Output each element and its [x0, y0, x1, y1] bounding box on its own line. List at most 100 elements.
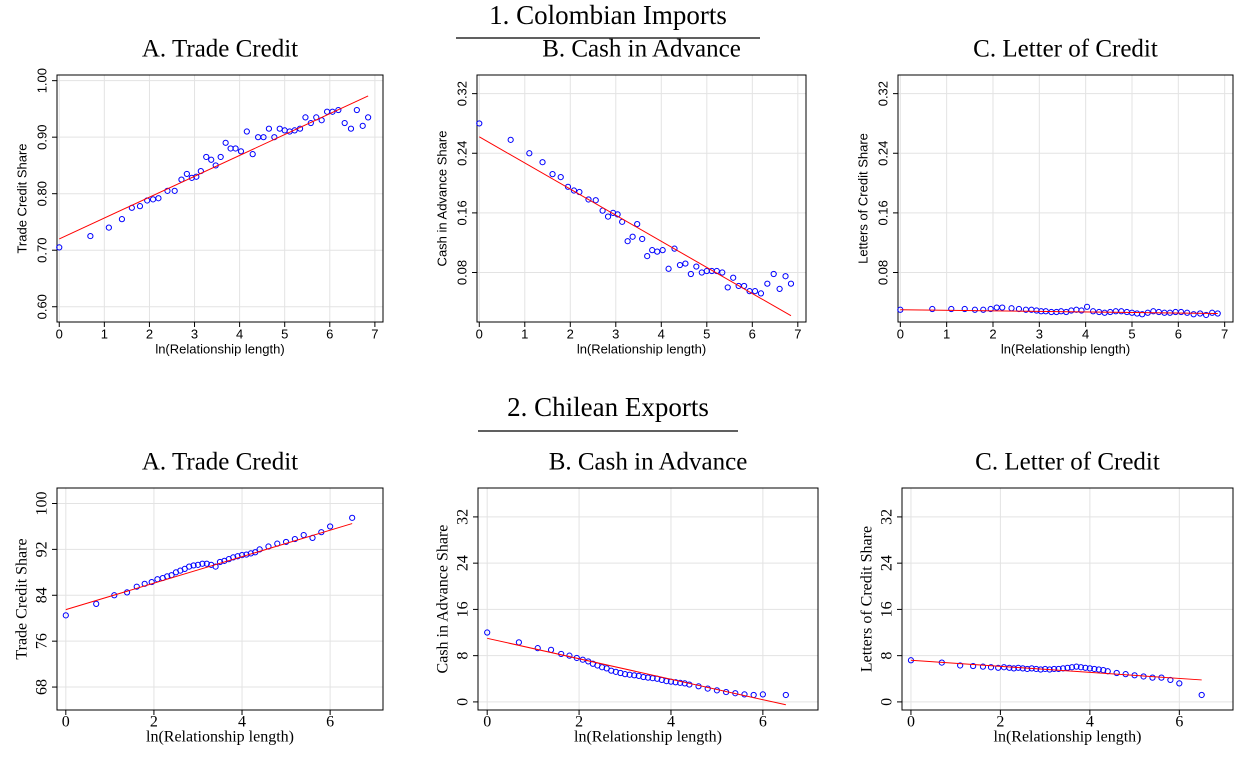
point	[347, 125, 355, 132]
point	[1082, 664, 1089, 671]
y-axis-label: Trade Credit Share	[14, 143, 29, 253]
x-tick-label: 4	[658, 326, 665, 341]
point	[136, 203, 144, 210]
point	[148, 578, 155, 586]
point	[149, 196, 157, 203]
point	[1139, 311, 1146, 318]
point	[634, 220, 641, 228]
point	[957, 662, 964, 669]
point	[1073, 663, 1080, 670]
point	[1155, 308, 1162, 316]
point	[759, 691, 766, 698]
point	[265, 125, 273, 132]
point	[56, 244, 63, 251]
point	[644, 253, 651, 260]
point	[970, 662, 977, 670]
point	[243, 128, 250, 135]
panel: A. Trade Credit 0 2 4 6 68 76 84 92 100 ln(Relatio…	[14, 449, 384, 746]
x-tick-label: 7	[1221, 326, 1228, 341]
plot-frame	[897, 74, 1234, 323]
point	[327, 523, 334, 530]
y-tick-label: 84	[34, 587, 51, 603]
point	[549, 171, 556, 178]
x-axis-label: ln(Relationship length)	[155, 341, 284, 356]
point	[677, 679, 684, 686]
point	[291, 127, 298, 134]
point	[349, 514, 356, 521]
y-axis-label: Trade Credit Share	[14, 538, 31, 659]
y-tick-label: 76	[34, 633, 51, 649]
x-tick-label: 0	[62, 714, 70, 731]
x-tick-label: 2	[575, 714, 583, 731]
y-tick-label: 0.32	[875, 81, 890, 106]
x-tick-label: 3	[1036, 326, 1043, 341]
point	[1113, 669, 1120, 677]
panel: B. Cash in Advance 0 1 2 3 4 5 6 7 0.08 0.16 0.24 0.…	[434, 36, 807, 356]
point	[1050, 665, 1058, 673]
point	[1122, 671, 1129, 678]
panel-title: B. Cash in Advance	[549, 449, 748, 476]
point	[644, 674, 652, 681]
point	[730, 274, 737, 281]
y-tick-label: 92	[34, 541, 51, 557]
point	[1055, 665, 1062, 673]
point	[1112, 308, 1119, 315]
point	[782, 273, 789, 280]
point	[87, 232, 94, 240]
point	[186, 563, 193, 570]
point	[687, 270, 694, 278]
point	[208, 156, 215, 163]
point	[194, 561, 202, 568]
x-axis-label: ln(Relationship length)	[994, 729, 1142, 746]
point	[629, 233, 636, 240]
x-tick-label: 0	[476, 326, 483, 341]
point	[770, 270, 777, 278]
panel-title: A. Trade Credit	[142, 36, 298, 63]
point	[249, 151, 256, 158]
x-tick-label: 5	[703, 326, 710, 341]
point	[365, 114, 372, 121]
x-tick-label: 6	[759, 714, 767, 731]
point	[484, 629, 491, 636]
point	[183, 170, 190, 178]
point	[971, 306, 979, 313]
point	[724, 284, 731, 291]
y-axis-label: Cash in Advance Share	[435, 525, 452, 674]
fit-line	[910, 659, 1202, 681]
point	[230, 554, 237, 561]
y-tick-label: 0.16	[454, 200, 469, 225]
y-axis-label: Cash in Advance Share	[434, 131, 449, 267]
panel: C. Letter of Credit 0 1 2 3 4 5 6 7 0.08 0.16 0.24 0…	[855, 36, 1234, 356]
point	[1149, 674, 1156, 681]
point	[353, 106, 360, 114]
point	[693, 263, 700, 270]
point	[948, 305, 955, 313]
point	[621, 671, 629, 678]
point	[764, 280, 771, 287]
y-axis-label: Letters of Credit Share	[859, 526, 876, 672]
x-tick-label: 1	[943, 326, 950, 341]
x-tick-label: 2	[989, 326, 996, 341]
x-axis-label: ln(Relationship length)	[577, 341, 706, 356]
point	[659, 247, 666, 254]
point	[592, 197, 599, 204]
point	[302, 114, 309, 121]
y-tick-label: 0.08	[454, 260, 469, 285]
point	[1203, 311, 1210, 319]
point	[282, 538, 290, 546]
fit-line	[65, 523, 353, 611]
point	[1083, 303, 1091, 310]
point	[515, 639, 522, 646]
point	[1101, 309, 1108, 316]
point	[203, 560, 210, 567]
y-tick-label: 0.60	[34, 294, 49, 319]
y-tick-label: 0.16	[875, 200, 890, 225]
x-tick-label: 4	[1086, 714, 1094, 731]
y-tick-label: 8	[879, 652, 896, 660]
point	[929, 305, 936, 313]
x-tick-label: 0	[56, 326, 63, 341]
point	[626, 671, 633, 678]
section-title: 2. Chilean Exports	[507, 392, 709, 422]
x-tick-label: 3	[191, 326, 198, 341]
point	[751, 288, 759, 295]
